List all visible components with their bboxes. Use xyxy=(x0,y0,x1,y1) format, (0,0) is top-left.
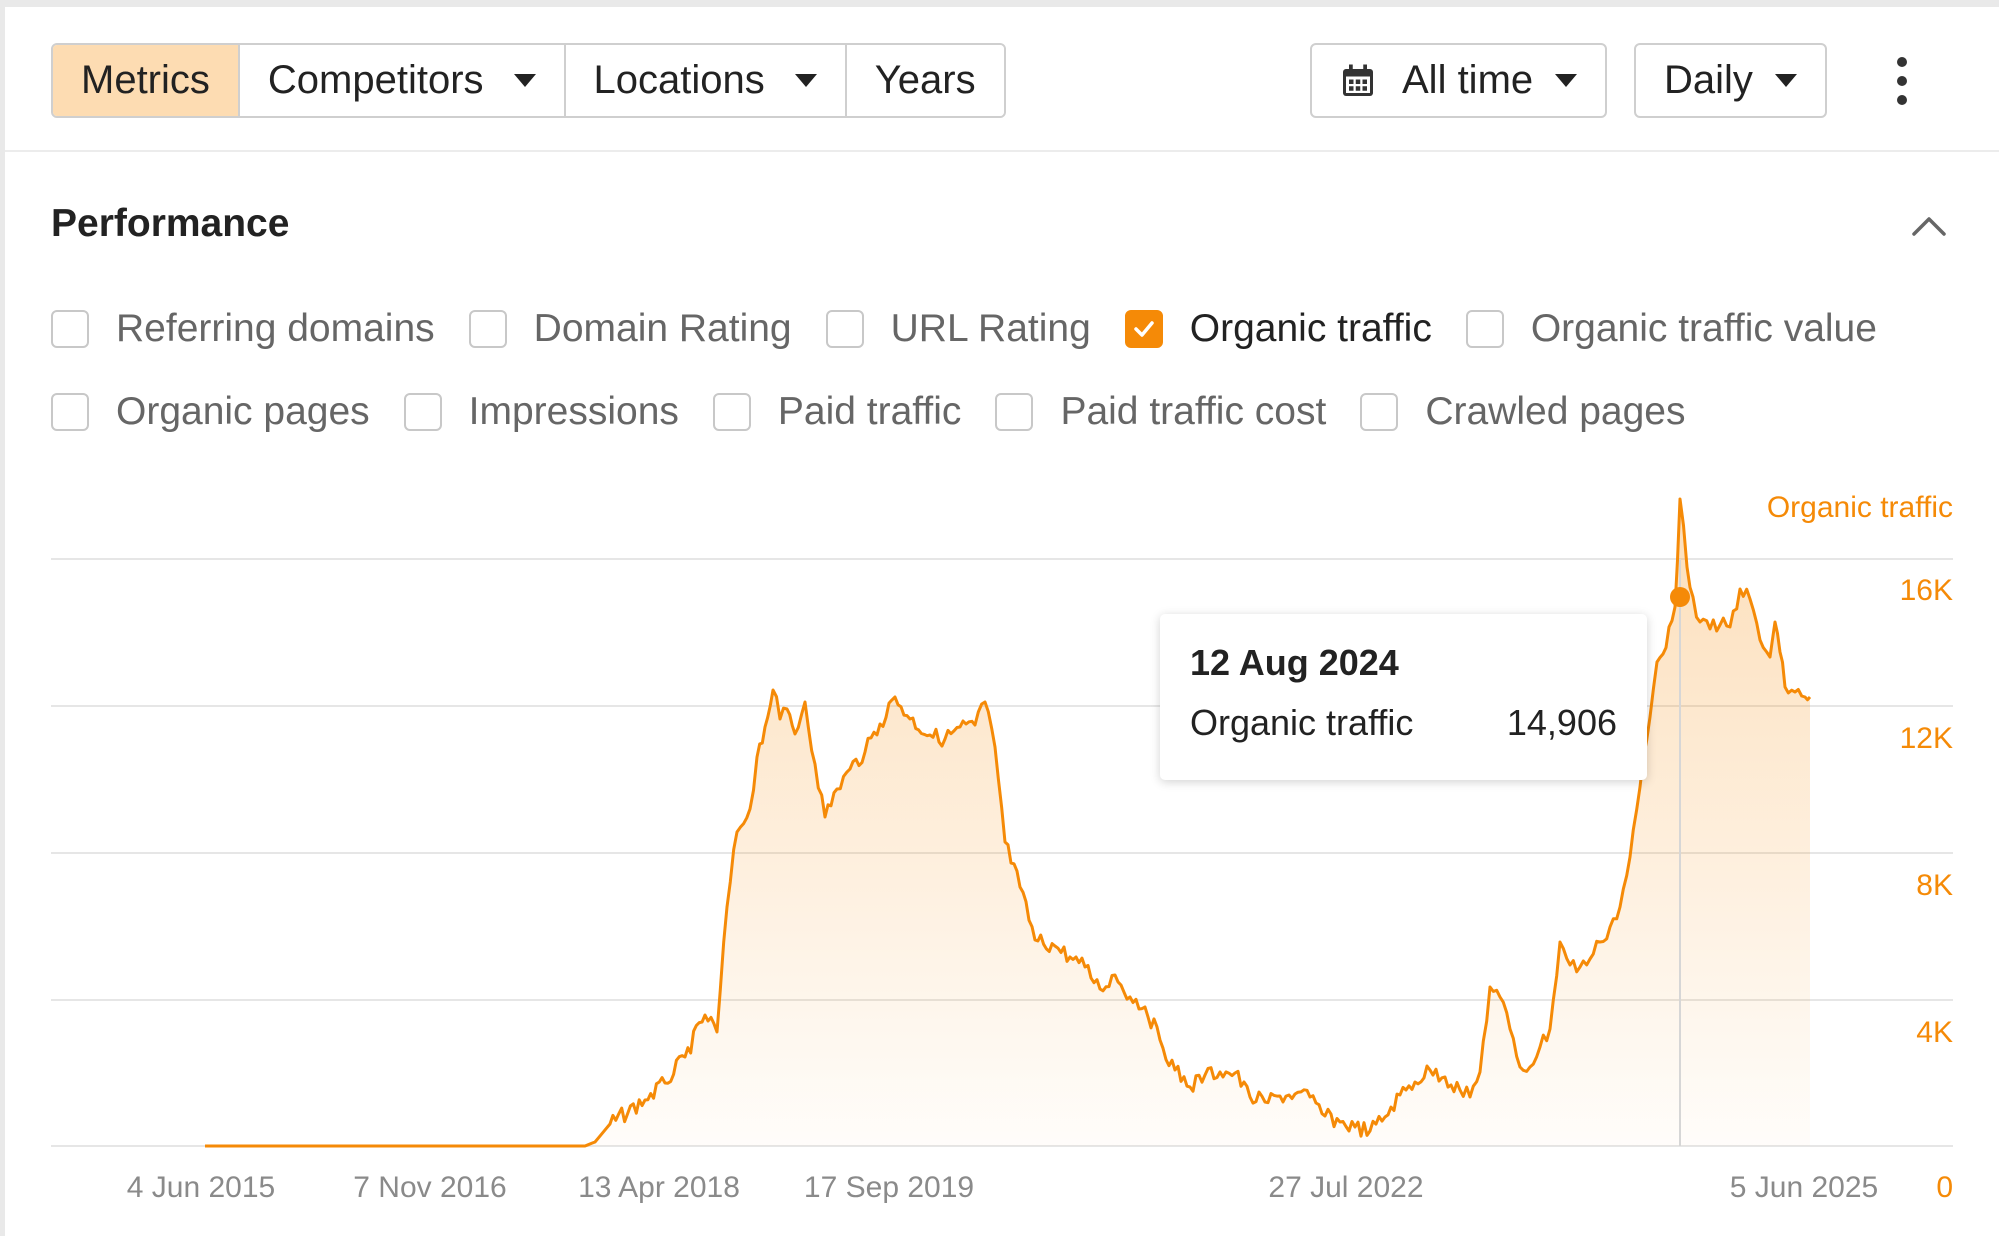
x-tick-label: 17 Sep 2019 xyxy=(804,1171,974,1204)
tab-years-label: Years xyxy=(874,58,976,102)
tab-competitors-label: Competitors xyxy=(267,58,484,102)
metric-toggle-crawled-pages[interactable]: Crawled pages xyxy=(1360,390,1686,434)
x-axis: 4 Jun 2015 7 Nov 2016 13 Apr 2018 17 Sep 20… xyxy=(127,1171,1878,1204)
metric-toggle-url-rating[interactable]: URL Rating xyxy=(825,307,1091,351)
date-range-label: All time xyxy=(1402,58,1534,102)
metric-toggle-label: Paid traffic xyxy=(777,390,962,433)
tooltip-date: 12 Aug 2024 xyxy=(1190,642,1399,683)
metric-toggle-label: Impressions xyxy=(468,390,679,433)
metric-toggle-label: Referring domains xyxy=(116,307,435,350)
chart-tooltip: 12 Aug 2024 Organic traffic 14,906 xyxy=(1160,614,1647,780)
metric-toggles-row-1: Referring domains Domain Rating URL Rating… xyxy=(51,307,1911,351)
section-title: Performance xyxy=(51,202,290,245)
tooltip-metric: Organic traffic xyxy=(1190,702,1414,743)
metric-toggle-impressions[interactable]: Impressions xyxy=(403,390,679,434)
checkbox[interactable] xyxy=(403,393,442,431)
date-range-dropdown[interactable]: All time xyxy=(1310,43,1608,118)
caret-down-icon xyxy=(513,74,536,87)
y-tick-label: 4K xyxy=(1916,1016,1953,1049)
metric-toggle-organic-traffic-value[interactable]: Organic traffic value xyxy=(1465,307,1877,351)
view-tabs: Metrics Competitors Locations Years xyxy=(51,43,1006,118)
checkbox[interactable] xyxy=(468,310,507,348)
caret-down-icon xyxy=(1774,74,1797,87)
check-icon xyxy=(1134,321,1154,337)
metric-toggles-row-2: Organic pages Impressions Paid traffic Paid… xyxy=(51,390,1720,434)
chevron-up-icon[interactable] xyxy=(1910,212,1948,238)
y-tick-label: 8K xyxy=(1916,869,1953,902)
metric-toggle-organic-pages[interactable]: Organic pages xyxy=(51,390,370,434)
metric-toggle-label: Paid traffic cost xyxy=(1060,390,1327,433)
checkbox[interactable] xyxy=(1465,310,1504,348)
tab-competitors[interactable]: Competitors xyxy=(239,45,566,116)
traffic-line xyxy=(205,497,1812,1148)
kebab-icon[interactable] xyxy=(1889,57,1915,105)
tooltip-value: 14,906 xyxy=(1506,702,1617,743)
checkbox[interactable] xyxy=(51,310,89,348)
x-tick-label: 5 Jun 2025 xyxy=(1730,1171,1878,1204)
checkbox[interactable] xyxy=(712,393,751,431)
metric-toggle-label: URL Rating xyxy=(890,307,1091,350)
metric-toggle-label: Organic traffic xyxy=(1189,307,1432,350)
metric-toggle-domain-rating[interactable]: Domain Rating xyxy=(468,307,792,351)
tab-locations[interactable]: Locations xyxy=(565,45,847,116)
calendar-icon xyxy=(1343,64,1373,96)
y-tick-label: 12K xyxy=(1900,722,1953,755)
x-tick-label: 7 Nov 2016 xyxy=(353,1171,506,1204)
metric-toggle-referring-domains[interactable]: Referring domains xyxy=(51,307,435,351)
checkbox[interactable] xyxy=(995,393,1034,431)
checkbox[interactable] xyxy=(51,393,89,431)
toolbar: Metrics Competitors Locations Years All … xyxy=(5,7,1999,152)
tab-years[interactable]: Years xyxy=(846,45,1004,116)
interval-dropdown[interactable]: Daily xyxy=(1634,43,1827,118)
metric-toggle-paid-traffic-cost[interactable]: Paid traffic cost xyxy=(995,390,1326,434)
x-tick-label: 27 Jul 2022 xyxy=(1268,1171,1423,1204)
tab-metrics-label: Metrics xyxy=(81,58,210,102)
tab-metrics[interactable]: Metrics xyxy=(53,45,240,116)
checkbox[interactable] xyxy=(825,310,864,348)
checkbox[interactable] xyxy=(1124,310,1163,348)
y-tick-label: 16K xyxy=(1900,574,1953,607)
hover-point[interactable] xyxy=(1670,587,1690,607)
metrics-panel: Metrics Competitors Locations Years All … xyxy=(5,7,1999,1236)
y-axis: 16K 12K 8K 4K 0 xyxy=(1900,574,1953,1204)
traffic-area xyxy=(205,499,1810,1146)
interval-label: Daily xyxy=(1664,58,1753,102)
metric-toggle-label: Organic traffic value xyxy=(1530,307,1877,350)
series-label: Organic traffic xyxy=(1767,491,1953,524)
x-tick-label: 4 Jun 2015 xyxy=(127,1171,275,1204)
tab-locations-label: Locations xyxy=(593,58,765,102)
metric-toggle-paid-traffic[interactable]: Paid traffic xyxy=(712,390,962,434)
checkbox[interactable] xyxy=(1360,393,1399,431)
metric-toggle-label: Crawled pages xyxy=(1425,390,1686,433)
x-tick-label: 13 Apr 2018 xyxy=(578,1171,740,1204)
metric-toggle-organic-traffic[interactable]: Organic traffic xyxy=(1124,307,1432,351)
caret-down-icon xyxy=(1555,74,1578,87)
y-tick-label: 0 xyxy=(1936,1171,1953,1204)
metric-toggle-label: Organic pages xyxy=(116,390,370,433)
metric-toggle-label: Domain Rating xyxy=(533,307,792,350)
caret-down-icon xyxy=(794,74,817,87)
organic-traffic-chart: Organic traffic 16K 12K 8K 4K 0 4 Jun 2015 7 … xyxy=(51,491,1953,1204)
